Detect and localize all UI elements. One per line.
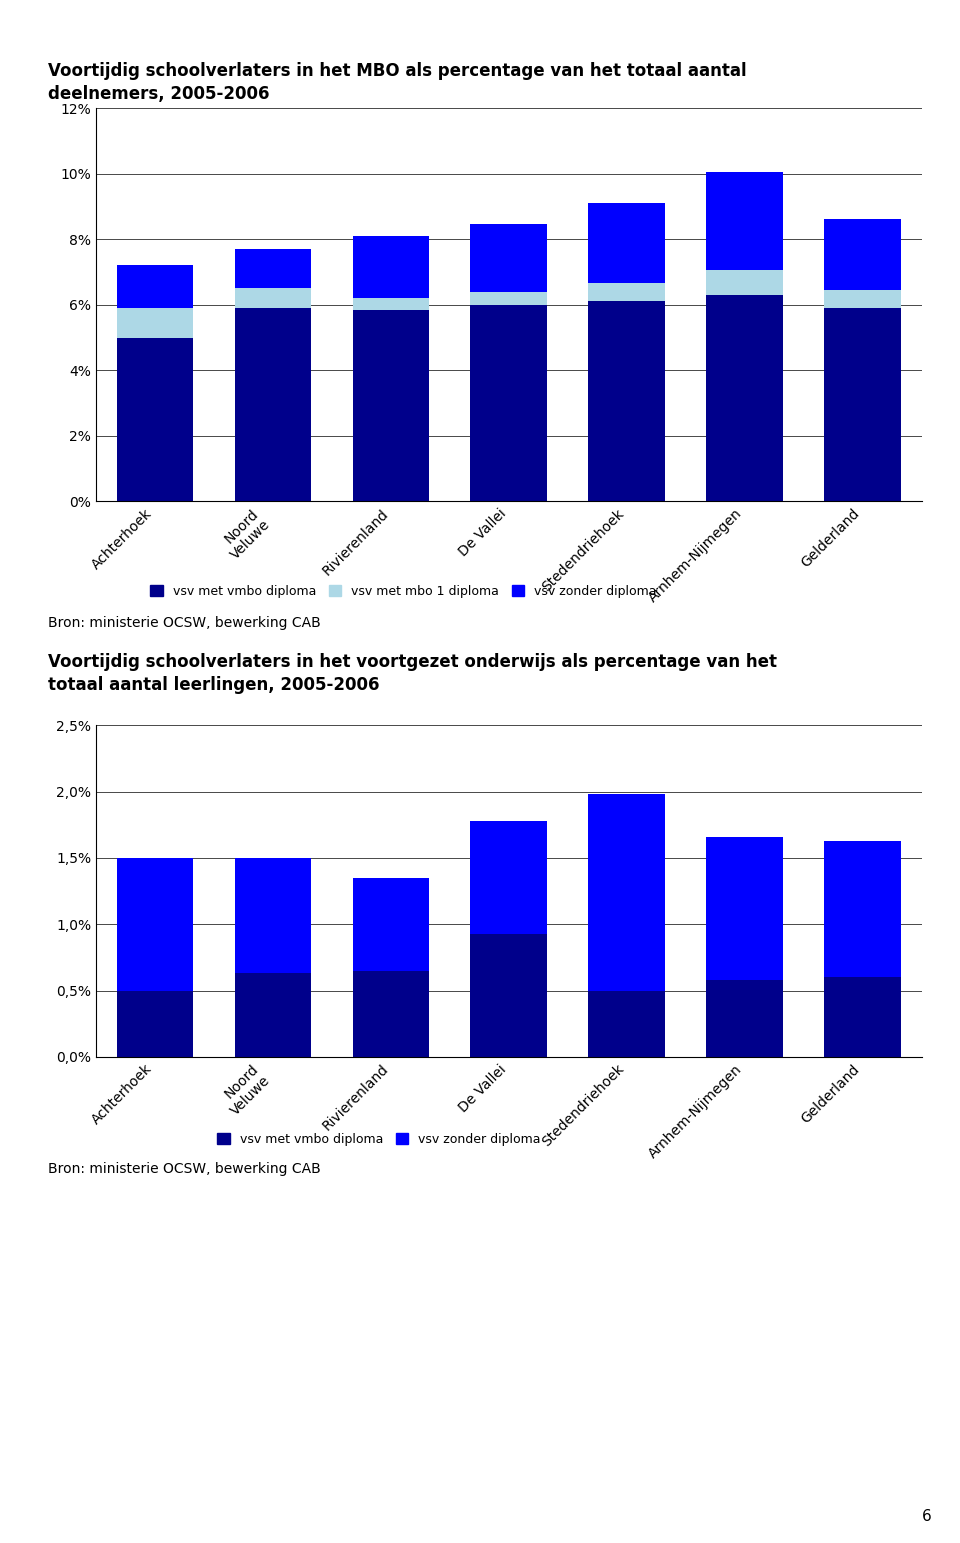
Bar — [588, 284, 665, 301]
Bar — [352, 878, 429, 971]
Bar — [234, 248, 311, 289]
Bar — [470, 224, 547, 292]
Bar — [470, 821, 547, 934]
Bar — [234, 858, 311, 974]
Bar — [470, 304, 547, 501]
Bar — [825, 977, 900, 1057]
Bar — [352, 236, 429, 298]
Bar — [707, 836, 783, 980]
Bar — [116, 309, 193, 338]
Bar — [234, 974, 311, 1057]
Text: Bron: ministerie OCSW, bewerking CAB: Bron: ministerie OCSW, bewerking CAB — [48, 1162, 321, 1176]
Bar — [470, 292, 547, 304]
Bar — [352, 971, 429, 1057]
Bar — [707, 980, 783, 1057]
Bar — [825, 290, 900, 309]
Bar — [825, 219, 900, 290]
Legend: vsv met vmbo diploma, vsv zonder diploma: vsv met vmbo diploma, vsv zonder diploma — [218, 1133, 540, 1145]
Bar — [352, 298, 429, 310]
Bar — [825, 309, 900, 501]
Bar — [707, 171, 783, 270]
Bar — [116, 858, 193, 991]
Bar — [116, 265, 193, 309]
Bar — [116, 338, 193, 501]
Text: Voortijdig schoolverlaters in het MBO als percentage van het totaal aantal
deeln: Voortijdig schoolverlaters in het MBO al… — [48, 62, 747, 103]
Bar — [234, 289, 311, 309]
Text: 6: 6 — [922, 1509, 931, 1524]
Bar — [707, 270, 783, 295]
Bar — [588, 795, 665, 991]
Bar — [825, 841, 900, 977]
Text: Bron: ministerie OCSW, bewerking CAB: Bron: ministerie OCSW, bewerking CAB — [48, 616, 321, 630]
Bar — [588, 204, 665, 284]
Legend: vsv met vmbo diploma, vsv met mbo 1 diploma, vsv zonder diploma: vsv met vmbo diploma, vsv met mbo 1 dipl… — [151, 585, 657, 597]
Bar — [352, 310, 429, 501]
Bar — [234, 309, 311, 501]
Bar — [116, 991, 193, 1057]
Bar — [470, 934, 547, 1057]
Bar — [588, 991, 665, 1057]
Text: Voortijdig schoolverlaters in het voortgezet onderwijs als percentage van het
to: Voortijdig schoolverlaters in het voortg… — [48, 653, 777, 694]
Bar — [588, 301, 665, 501]
Bar — [707, 295, 783, 501]
